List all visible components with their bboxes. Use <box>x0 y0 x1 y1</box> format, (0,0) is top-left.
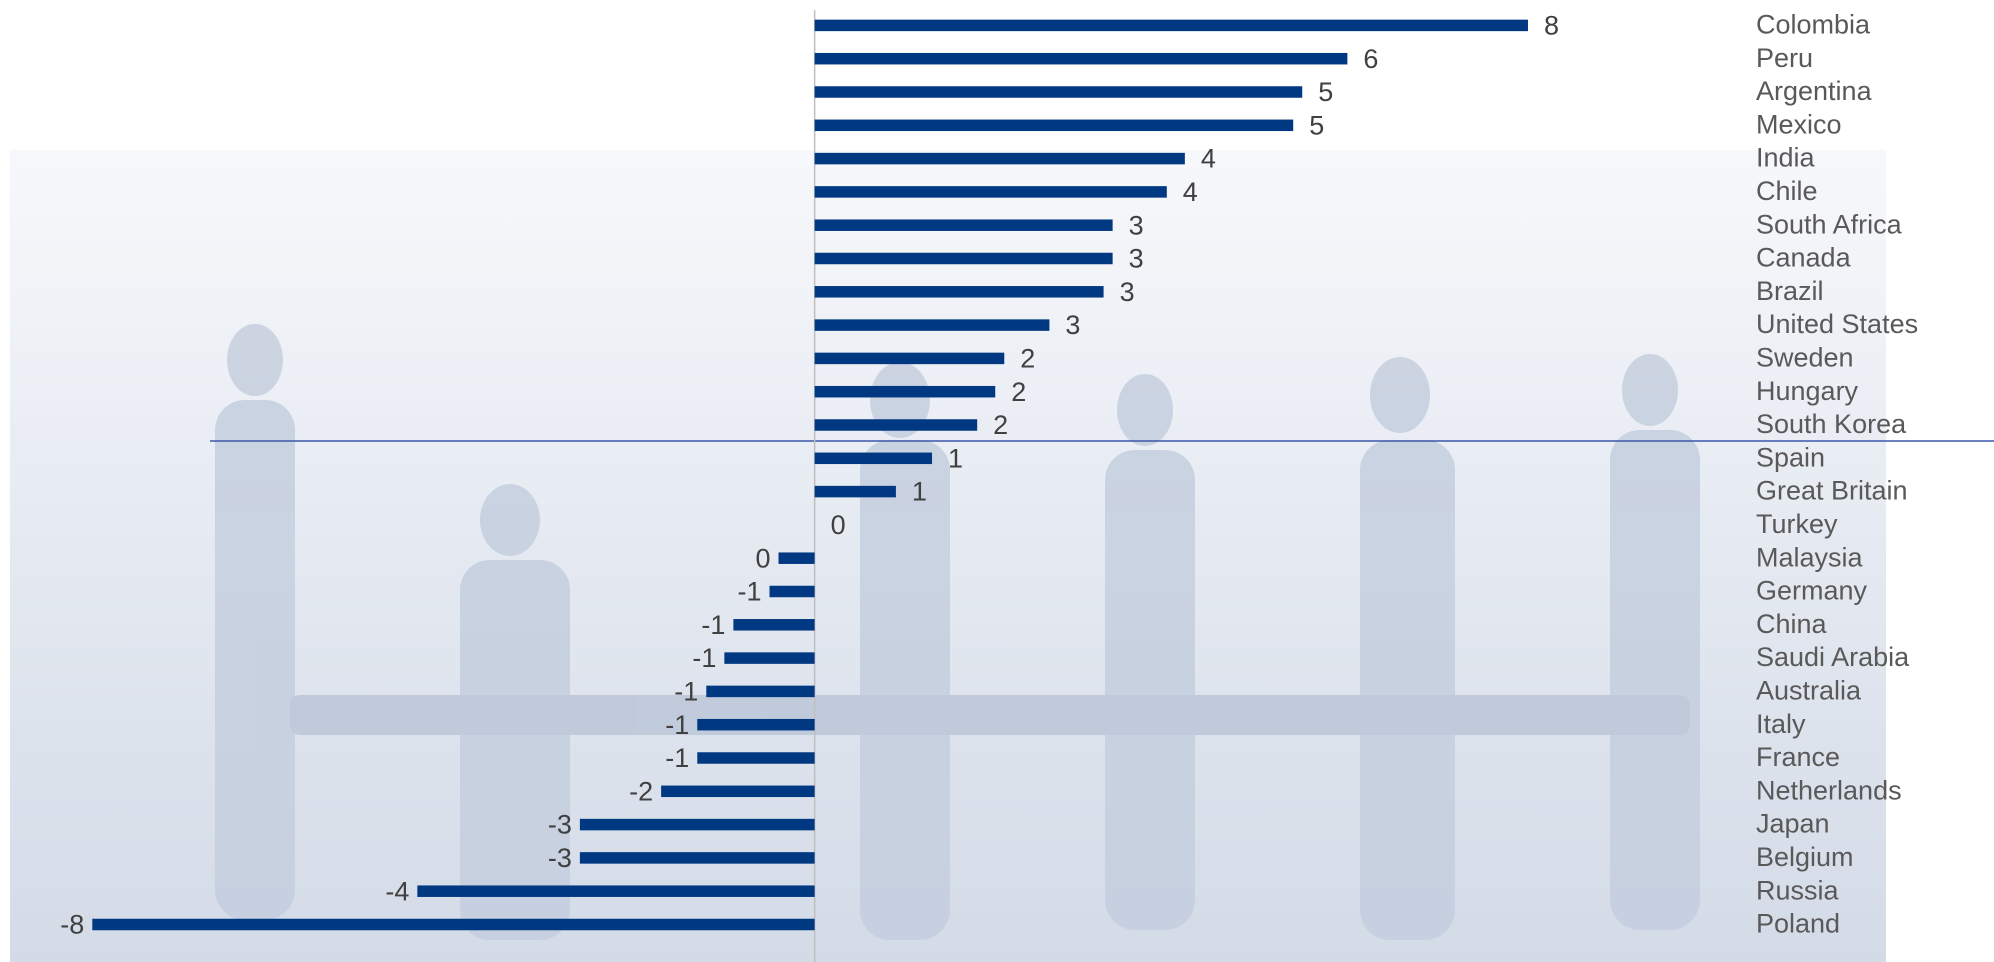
category-label: Brazil <box>1756 276 1824 306</box>
value-label: 1 <box>948 443 963 473</box>
value-label: 0 <box>755 543 770 573</box>
value-label: -3 <box>548 810 572 840</box>
value-label: -1 <box>665 710 689 740</box>
value-label: -2 <box>629 776 653 806</box>
bar <box>733 619 815 631</box>
category-label: Spain <box>1756 442 1825 472</box>
bar <box>814 19 1528 32</box>
category-label: Canada <box>1756 243 1852 273</box>
category-label: Hungary <box>1756 376 1859 406</box>
bar <box>769 585 815 598</box>
value-label: 2 <box>993 410 1008 440</box>
bar <box>661 785 815 798</box>
category-label: Colombia <box>1756 10 1871 40</box>
bar <box>814 119 1294 132</box>
background-silhouettes <box>215 324 1700 940</box>
bar <box>814 452 933 465</box>
value-label: -1 <box>665 743 689 773</box>
bar <box>778 552 815 564</box>
value-label: 6 <box>1363 44 1378 74</box>
value-label: -8 <box>60 910 84 940</box>
bar <box>724 652 815 664</box>
value-label: 1 <box>912 477 927 507</box>
bar <box>814 152 1185 165</box>
value-label: 5 <box>1318 77 1333 107</box>
category-label: Russia <box>1756 875 1840 905</box>
bar <box>814 252 1113 265</box>
category-label: Netherlands <box>1756 775 1902 805</box>
value-label: -4 <box>385 876 409 906</box>
value-label: 0 <box>831 510 846 540</box>
bar <box>92 918 815 931</box>
bar <box>579 818 815 831</box>
value-label: 3 <box>1129 244 1144 274</box>
category-label: Poland <box>1756 909 1840 939</box>
category-label: United States <box>1756 309 1918 339</box>
category-label: South Korea <box>1756 409 1907 439</box>
bar <box>814 385 996 398</box>
bar <box>814 319 1050 331</box>
category-label: Italy <box>1756 709 1806 739</box>
value-label: 3 <box>1129 210 1144 240</box>
category-label: Japan <box>1756 809 1830 839</box>
bar <box>706 685 815 698</box>
bar <box>697 718 815 731</box>
category-label: Mexico <box>1756 109 1842 139</box>
bar <box>814 86 1303 98</box>
bar <box>814 419 978 431</box>
bar <box>697 752 815 764</box>
value-label: 3 <box>1065 310 1080 340</box>
category-label: France <box>1756 742 1840 772</box>
value-label: -1 <box>692 643 716 673</box>
bar <box>814 52 1348 65</box>
category-label: Turkey <box>1756 509 1838 539</box>
value-label: 2 <box>1011 377 1026 407</box>
category-label: Malaysia <box>1756 542 1864 572</box>
bar <box>814 286 1104 298</box>
bar <box>417 885 815 897</box>
value-label: 8 <box>1544 11 1559 41</box>
category-label: South Africa <box>1756 209 1903 239</box>
bar <box>814 219 1113 231</box>
category-label: China <box>1756 609 1828 639</box>
value-label: -3 <box>548 843 572 873</box>
value-label: -1 <box>674 677 698 707</box>
category-label: Sweden <box>1756 343 1854 373</box>
bar <box>579 852 815 864</box>
bar <box>814 186 1167 198</box>
value-label: -1 <box>737 577 761 607</box>
value-label: -1 <box>701 610 725 640</box>
category-label: Saudi Arabia <box>1756 642 1910 672</box>
category-label: Australia <box>1756 676 1862 706</box>
category-label: Great Britain <box>1756 476 1908 506</box>
value-label: 2 <box>1020 344 1035 374</box>
value-label: 4 <box>1183 177 1198 207</box>
value-label: 5 <box>1309 110 1324 140</box>
category-label: Belgium <box>1756 842 1854 872</box>
bar <box>814 485 896 498</box>
bar <box>814 352 1005 365</box>
category-label: Germany <box>1756 576 1868 606</box>
category-label: Peru <box>1756 43 1813 73</box>
category-label: Argentina <box>1756 76 1873 106</box>
value-label: 3 <box>1120 277 1135 307</box>
category-label: Chile <box>1756 176 1818 206</box>
category-label: India <box>1756 143 1816 173</box>
value-label: 4 <box>1201 144 1216 174</box>
